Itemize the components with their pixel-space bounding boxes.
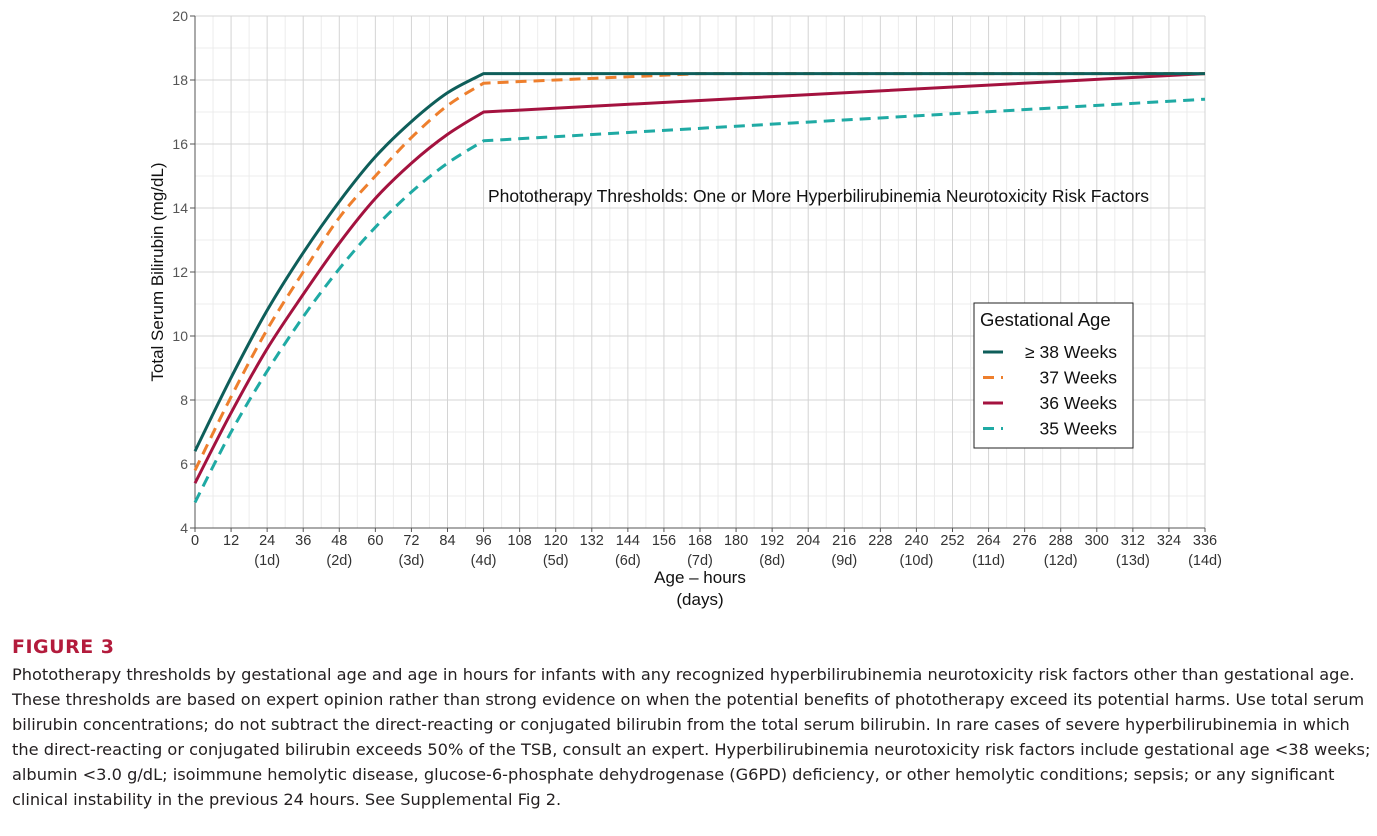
x-tick-label: 180	[724, 533, 748, 549]
legend-label: 36 Weeks	[1040, 393, 1118, 413]
series-line-37-weeks	[193, 72, 1205, 472]
y-tick-label: 18	[172, 72, 188, 88]
axes: 4 6 8 10 12 14 16 18 20 0 12 24 36 48 60 72 84 96 108 120 13…	[172, 8, 1222, 569]
x-day-label: (13d)	[1116, 553, 1150, 569]
figure-label: FIGURE 3	[12, 636, 115, 658]
x-tick-label: 36	[295, 533, 311, 549]
series-line-36-weeks	[193, 72, 1206, 484]
chart-annotation: Phototherapy Thresholds: One or More Hyp…	[488, 186, 1149, 206]
x-day-label: (6d)	[615, 553, 641, 569]
x-tick-label: 96	[476, 533, 492, 549]
x-day-label: (4d)	[471, 553, 497, 569]
figure-caption: Phototherapy thresholds by gestational a…	[12, 665, 1371, 809]
x-tick-label: 84	[439, 533, 455, 549]
series-lines	[193, 72, 1206, 504]
y-tick-label: 4	[180, 520, 188, 536]
x-tick-label: 300	[1085, 533, 1109, 549]
x-day-label: (14d)	[1188, 553, 1222, 569]
x-tick-label: 240	[904, 533, 928, 549]
x-tick-label: 192	[760, 533, 784, 549]
x-day-label: (11d)	[972, 553, 1005, 569]
x-tick-label: 48	[331, 533, 347, 549]
y-tick-label: 8	[180, 392, 188, 408]
legend-label: 37 Weeks	[1040, 368, 1118, 388]
x-day-label: (10d)	[899, 553, 933, 569]
x-day-label: (12d)	[1044, 553, 1078, 569]
x-tick-label: 144	[616, 533, 640, 549]
x-tick-label: 324	[1157, 533, 1181, 549]
x-tick-label: 24	[259, 533, 275, 549]
x-tick-label: 204	[796, 533, 820, 549]
y-tick-label: 6	[180, 456, 188, 472]
x-day-label: (3d)	[399, 553, 425, 569]
x-tick-label: 0	[191, 533, 199, 549]
x-day-label: (2d)	[326, 553, 352, 569]
x-axis-label: Age – hours	[654, 568, 746, 587]
phototherapy-threshold-chart: 4 6 8 10 12 14 16 18 20 0 12 24 36 48 60 72 84 96 108 120 13…	[148, 8, 1222, 609]
x-tick-label: 288	[1049, 533, 1073, 549]
x-tick-label: 168	[688, 533, 712, 549]
series-line-35-weeks	[193, 97, 1206, 504]
x-tick-label: 312	[1121, 533, 1145, 549]
legend: Gestational Age ≥ 38 Weeks 37 Weeks 36 Wee…	[973, 302, 1134, 449]
x-tick-label: 228	[868, 533, 892, 549]
x-day-label: (1d)	[254, 553, 280, 569]
y-tick-label: 14	[172, 200, 188, 216]
y-tick-label: 20	[172, 8, 188, 24]
x-tick-label: 120	[544, 533, 568, 549]
x-tick-label: 216	[832, 533, 856, 549]
legend-box	[973, 302, 1134, 449]
x-tick-label: 132	[580, 533, 604, 549]
x-day-label: (5d)	[543, 553, 569, 569]
y-tick-label: 12	[172, 264, 188, 280]
legend-title: Gestational Age	[980, 309, 1111, 330]
y-tick-label: 10	[172, 328, 188, 344]
x-axis-sublabel: (days)	[676, 590, 723, 609]
x-tick-label: 60	[367, 533, 383, 549]
x-tick-label: 264	[976, 533, 1000, 549]
x-tick-label: 12	[223, 533, 239, 549]
grid	[194, 15, 1206, 529]
x-day-label: (9d)	[831, 553, 857, 569]
x-tick-label: 72	[403, 533, 419, 549]
legend-label: 35 Weeks	[1040, 419, 1118, 439]
legend-label: ≥ 38 Weeks	[1025, 342, 1117, 362]
y-tick-label: 16	[172, 136, 188, 152]
x-day-label: (8d)	[759, 553, 785, 569]
x-tick-label: 252	[940, 533, 964, 549]
x-tick-label: 336	[1193, 533, 1217, 549]
series-line-38-weeks	[193, 72, 1205, 452]
x-tick-label: 276	[1013, 533, 1037, 549]
x-tick-label: 156	[652, 533, 676, 549]
x-tick-label: 108	[508, 533, 532, 549]
legend-items: ≥ 38 Weeks 37 Weeks 36 Weeks 35 Weeks	[983, 342, 1117, 439]
x-day-label: (7d)	[687, 553, 713, 569]
y-axis-label: Total Serum Bilirubin (mg/dL)	[148, 162, 167, 381]
